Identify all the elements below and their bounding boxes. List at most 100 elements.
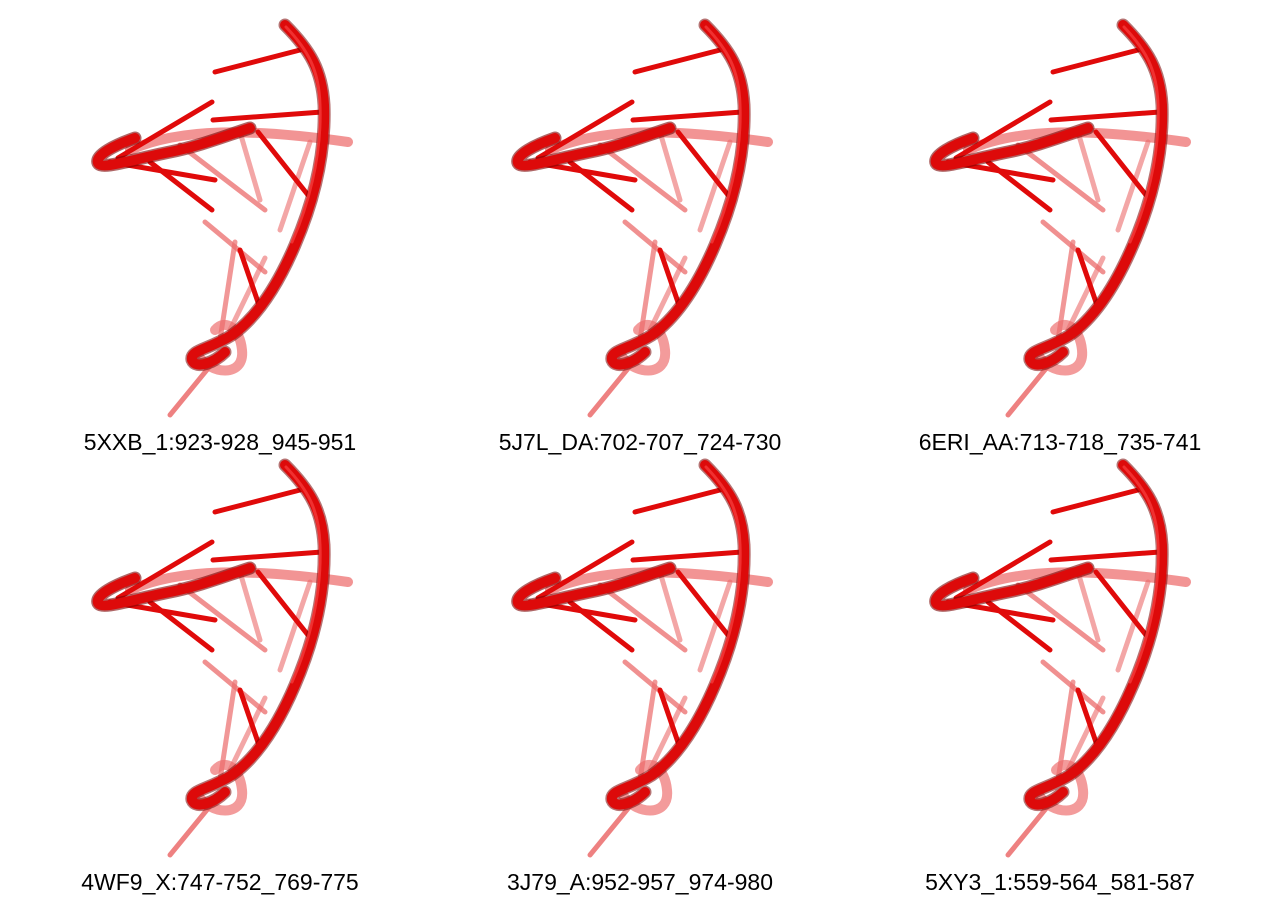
base: [210, 109, 325, 123]
base-faded: [177, 582, 268, 653]
base-faded: [1065, 695, 1106, 773]
base: [237, 687, 263, 751]
front-strand-highlight: [704, 25, 742, 244]
base: [1050, 47, 1141, 75]
base-faded: [1115, 139, 1151, 233]
rna-structure-render: [511, 18, 773, 418]
base: [632, 47, 723, 75]
base: [632, 487, 723, 515]
base: [1050, 487, 1141, 515]
base: [630, 109, 745, 123]
base: [675, 569, 731, 638]
helix-group: [511, 18, 773, 418]
base: [212, 47, 303, 75]
rna-structure-render: [91, 18, 353, 418]
front-strand: [1025, 460, 1168, 810]
base-faded: [1015, 142, 1106, 213]
base-faded: [277, 579, 313, 673]
rna-structure-render: [91, 458, 353, 858]
base: [630, 549, 745, 563]
base: [1075, 247, 1101, 311]
kink-strand: [92, 563, 255, 611]
rna-structure-render: [929, 458, 1191, 858]
base-faded: [647, 255, 688, 333]
base: [1093, 569, 1149, 638]
base: [1075, 687, 1101, 751]
structure-panel: 3J79_A:952-957_974-980: [430, 450, 850, 895]
base: [1048, 109, 1163, 123]
base-faded: [1115, 579, 1151, 673]
base-faded: [277, 139, 313, 233]
base-faded: [597, 142, 688, 213]
front-strand-highlight: [284, 25, 322, 244]
front-strand: [1025, 20, 1168, 370]
base: [237, 247, 263, 311]
front-strand: [607, 460, 750, 810]
base: [953, 99, 1053, 161]
base: [115, 539, 215, 601]
structure-label: 5J7L_DA:702-707_724-730: [498, 429, 782, 455]
base: [147, 599, 215, 653]
structure-panel: 6ERI_AA:713-718_735-741: [850, 10, 1270, 455]
base-faded: [1015, 582, 1106, 653]
front-strand-highlight: [1122, 465, 1160, 684]
base-faded: [237, 129, 263, 203]
base: [115, 99, 215, 161]
base-faded: [1055, 239, 1076, 343]
base-faded: [637, 239, 658, 343]
base-faded: [597, 582, 688, 653]
front-strand: [187, 20, 330, 370]
base: [675, 129, 731, 198]
structure-panel: 4WF9_X:747-752_769-775: [10, 450, 430, 895]
base-faded: [1065, 255, 1106, 333]
base: [657, 687, 683, 751]
base: [985, 159, 1053, 213]
kink-strand: [930, 123, 1093, 171]
helix-group: [91, 458, 353, 858]
structure-panel: 5XY3_1:559-564_581-587: [850, 450, 1270, 895]
base: [985, 599, 1053, 653]
structure-label: 4WF9_X:747-752_769-775: [81, 869, 359, 895]
front-strand-highlight: [1122, 25, 1160, 244]
front-strand-highlight: [284, 465, 322, 684]
rna-structure-render: [511, 458, 773, 858]
front-strand: [187, 460, 330, 810]
base-faded: [237, 569, 263, 643]
front-strand: [607, 20, 750, 370]
kink-strand: [512, 123, 675, 171]
base-faded: [657, 569, 683, 643]
base-faded: [177, 142, 268, 213]
base: [567, 159, 635, 213]
base: [657, 247, 683, 311]
base-faded: [217, 679, 238, 783]
base-faded: [1075, 569, 1101, 643]
base: [535, 99, 635, 161]
base-faded: [637, 679, 658, 783]
helix-group: [91, 18, 353, 418]
structure-label: 5XY3_1:559-564_581-587: [925, 869, 1195, 895]
structure-panel: 5XXB_1:923-928_945-951: [10, 10, 430, 455]
base-faded: [697, 139, 733, 233]
base-faded: [217, 239, 238, 343]
base: [210, 549, 325, 563]
base-faded: [227, 255, 268, 333]
helix-group: [929, 458, 1191, 858]
base-faded: [697, 579, 733, 673]
base-faded: [1075, 129, 1101, 203]
base: [1093, 129, 1149, 198]
structure-label: 5XXB_1:923-928_945-951: [83, 429, 357, 455]
base-faded: [647, 695, 688, 773]
kink-strand: [512, 563, 675, 611]
base-faded: [1055, 679, 1076, 783]
structure-label: 3J79_A:952-957_974-980: [506, 869, 773, 895]
base: [212, 487, 303, 515]
helix-group: [929, 18, 1191, 418]
kink-strand: [930, 563, 1093, 611]
base-faded: [657, 129, 683, 203]
base-faded: [227, 695, 268, 773]
base: [567, 599, 635, 653]
base: [255, 569, 311, 638]
helix-group: [511, 458, 773, 858]
rna-structure-render: [929, 18, 1191, 418]
